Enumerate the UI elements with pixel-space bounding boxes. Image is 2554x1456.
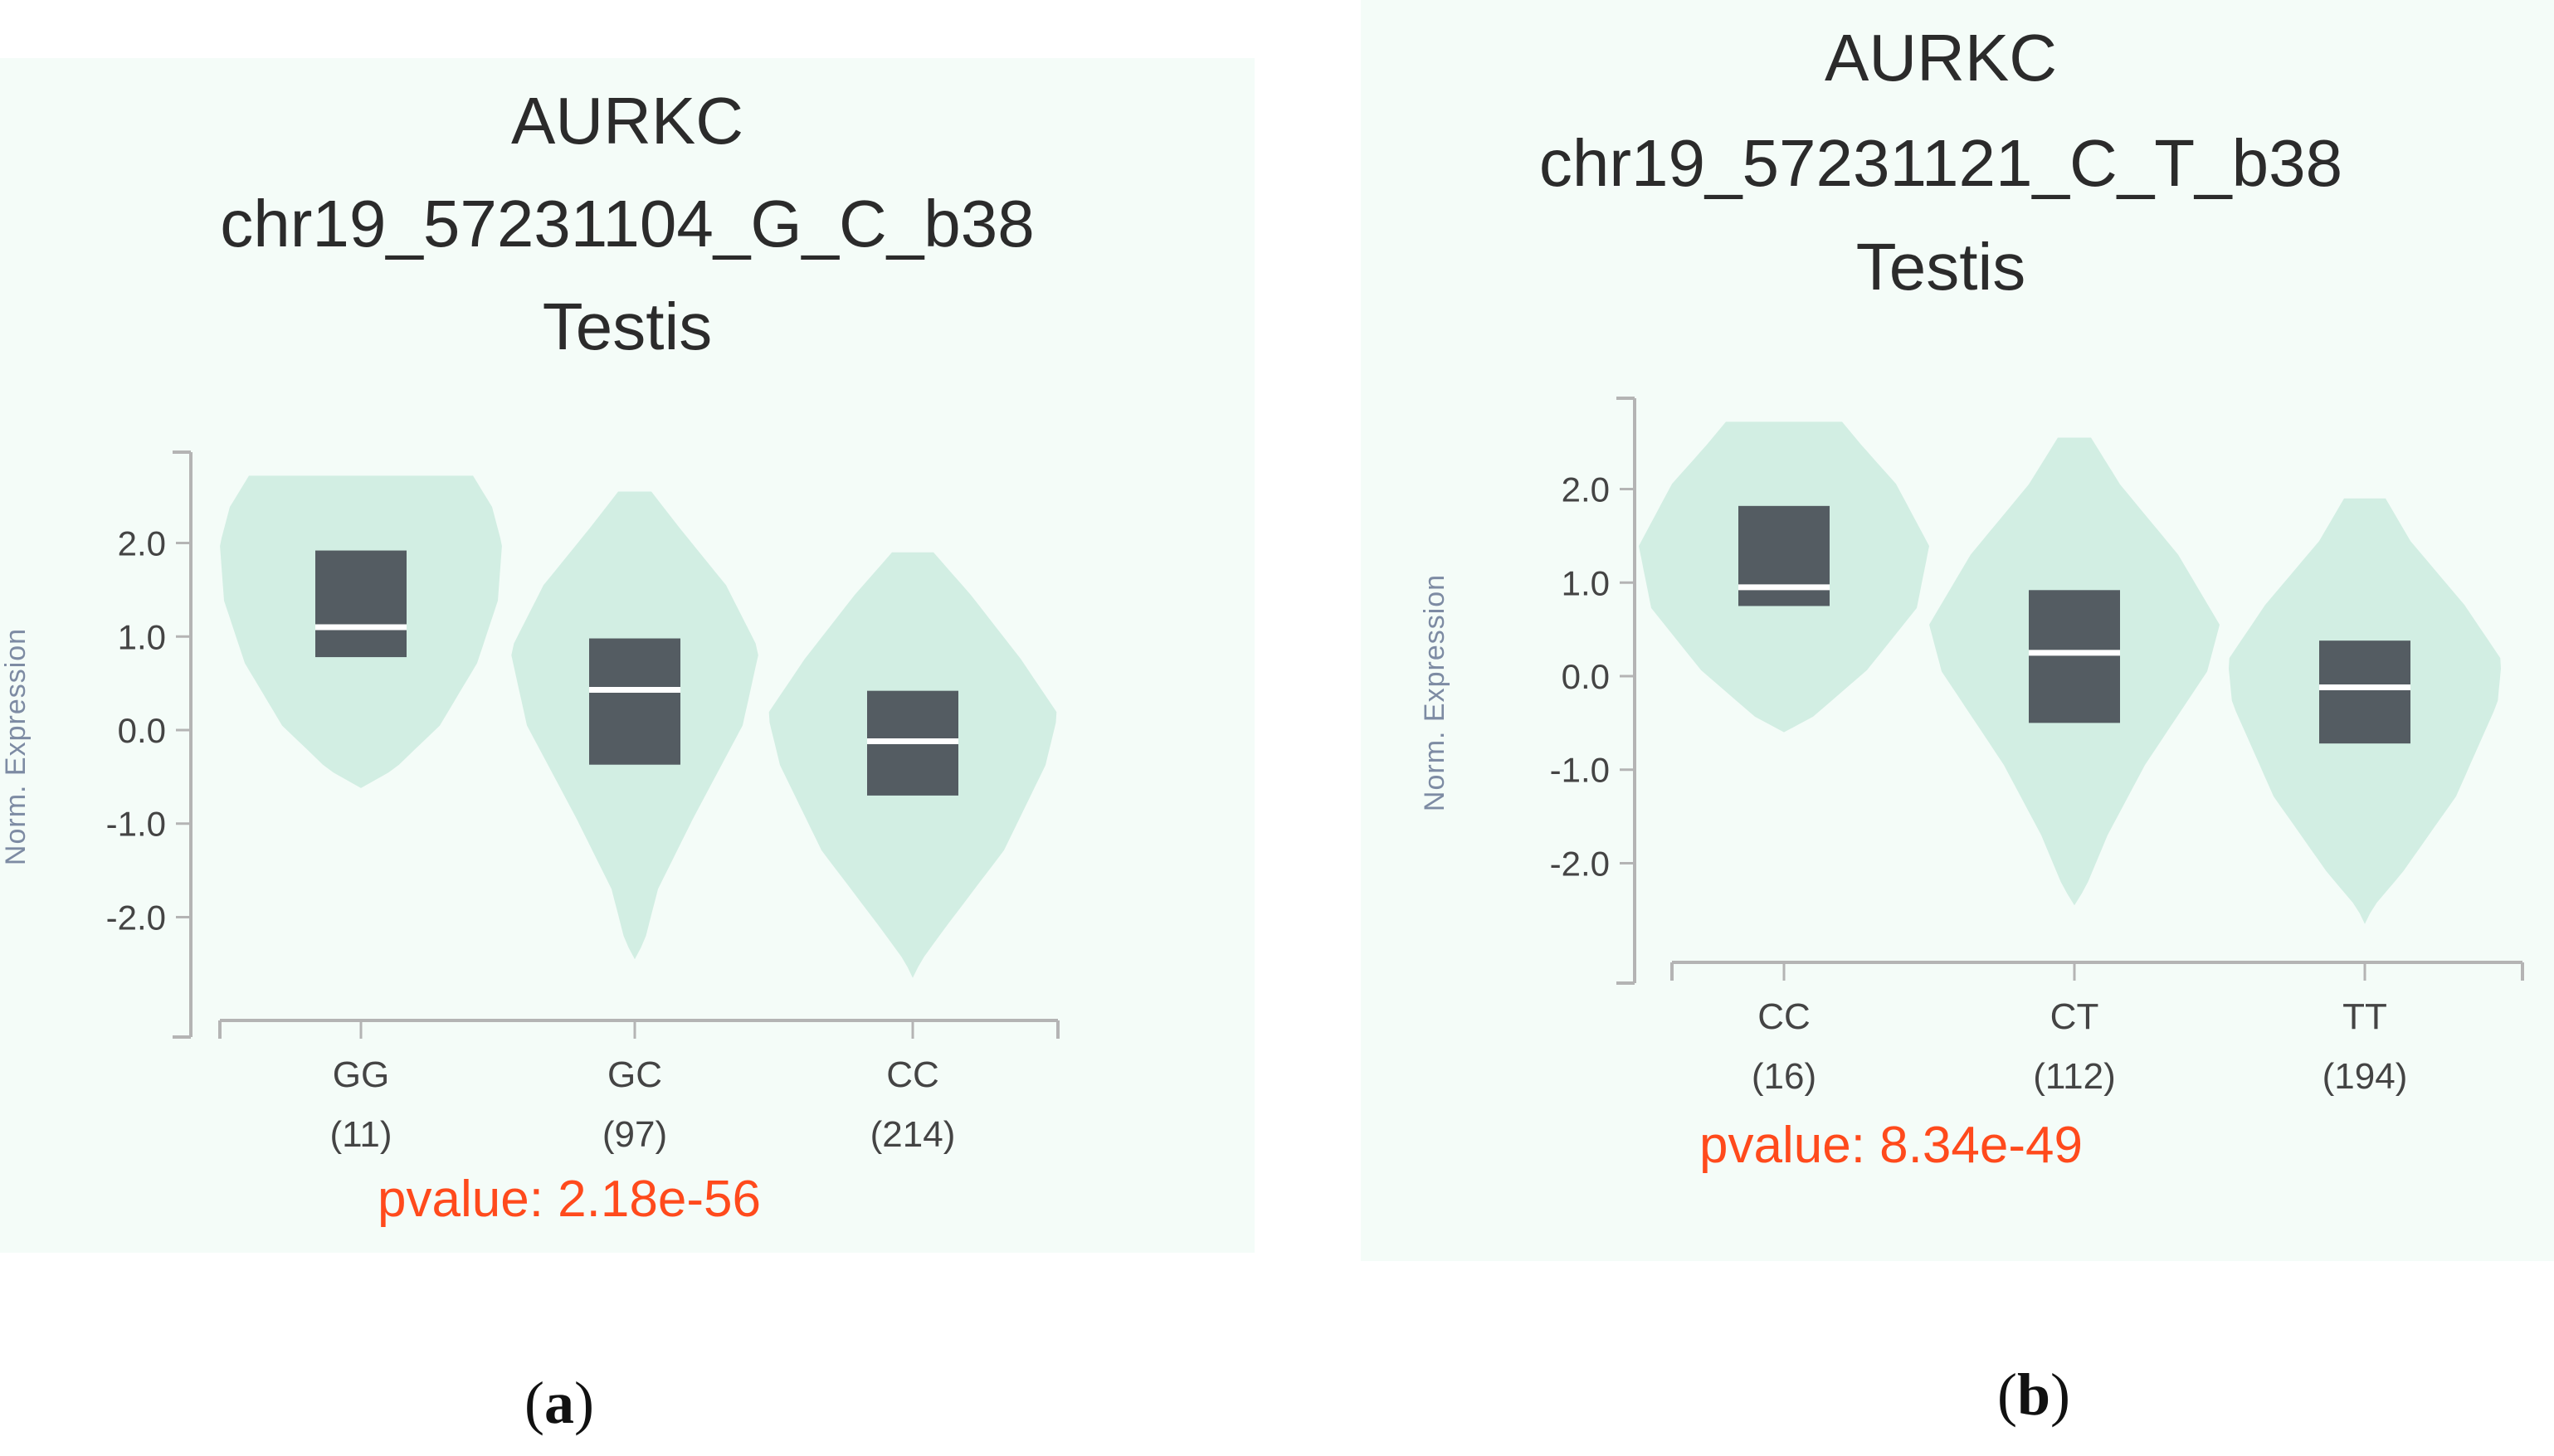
y-tick-label: -2.0 [1550,844,1610,883]
chart-title-tissue: Testis [542,290,713,363]
panel-label-b: (b) [1997,1361,2071,1428]
chart-panel-b: AURKC chr19_57231121_C_T_b38 Testis 2.0 1… [1361,0,2554,1261]
chart-title-tissue: Testis [1855,230,2026,304]
sample-count-label: (214) [870,1114,956,1155]
y-tick-label: 1.0 [118,617,166,656]
y-tick-label: 1.0 [1562,563,1610,602]
iqr-box [2319,640,2410,744]
sample-count-label: (11) [330,1114,392,1155]
x-tick-label: CC [886,1054,939,1095]
violin-plot-a: 2.0 1.0 0.0 -1.0 -2.0 Norm. Expression GG (11) G… [0,450,1060,1155]
iqr-box [315,550,407,658]
sample-count-label: (112) [2033,1056,2115,1097]
iqr-box [1738,505,1830,606]
y-axis-label: Norm. Expression [1419,574,1450,811]
iqr-box [589,638,680,765]
chart-title-gene: AURKC [1824,21,2058,95]
chart-panel-a: AURKC chr19_57231104_G_C_b38 Testis 2.0 1… [0,58,1255,1253]
y-tick-label: 2.0 [1562,470,1610,509]
chart-title-variant: chr19_57231104_G_C_b38 [220,187,1035,261]
y-tick-label: 2.0 [118,524,166,563]
y-tick-label: -1.0 [1550,751,1610,790]
x-tick-label: CT [2050,996,2099,1037]
pvalue-label: pvalue: 2.18e-56 [378,1171,761,1228]
y-tick-label: 0.0 [1562,657,1610,696]
x-tick-label: GC [607,1054,662,1095]
sample-count-label: (97) [602,1114,667,1155]
iqr-box [2029,590,2120,723]
violin-plot-b: 2.0 1.0 0.0 -1.0 -2.0 Norm. Expression CC (16) C… [1419,397,2524,1097]
pvalue-label: pvalue: 8.34e-49 [1699,1117,2083,1174]
y-tick-label: -2.0 [106,898,166,937]
sample-count-label: (16) [1752,1056,1816,1097]
chart-title-variant: chr19_57231121_C_T_b38 [1538,126,2343,200]
panel-label-a: (a) [524,1370,594,1436]
panel-label-b-letter: b [2016,1361,2051,1428]
x-tick-label: TT [2342,996,2387,1037]
x-tick-label: GG [333,1054,389,1095]
y-tick-label: -1.0 [106,805,166,844]
panel-label-a-letter: a [543,1370,574,1436]
sample-count-label: (194) [2322,1056,2408,1097]
y-tick-label: 0.0 [118,711,166,750]
x-tick-label: CC [1757,996,1811,1037]
y-axis-label: Norm. Expression [0,628,32,865]
chart-title-gene: AURKC [510,84,744,158]
